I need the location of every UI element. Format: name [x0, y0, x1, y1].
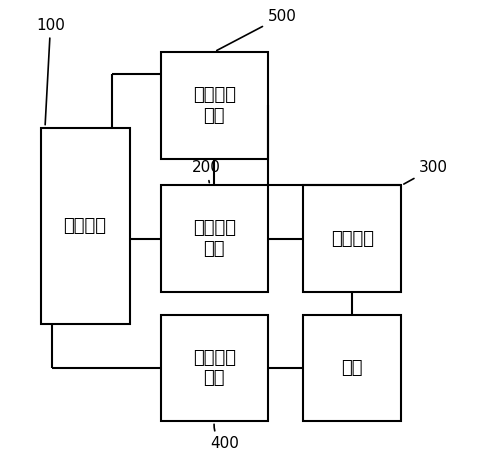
Text: 500: 500	[217, 9, 296, 51]
Text: 数模转换
模块: 数模转换 模块	[193, 219, 236, 258]
Text: 稳压模块: 稳压模块	[331, 230, 374, 248]
Text: 电压采样
模块: 电压采样 模块	[193, 86, 236, 125]
FancyBboxPatch shape	[303, 185, 402, 292]
FancyBboxPatch shape	[161, 185, 268, 292]
Text: 100: 100	[36, 18, 65, 125]
Text: 300: 300	[404, 160, 448, 184]
FancyBboxPatch shape	[161, 52, 268, 159]
Text: 转速检测
模块: 转速检测 模块	[193, 349, 236, 388]
FancyBboxPatch shape	[40, 127, 130, 324]
Text: 200: 200	[192, 160, 221, 182]
Text: 控制模块: 控制模块	[64, 217, 107, 234]
Text: 400: 400	[210, 424, 239, 451]
FancyBboxPatch shape	[161, 314, 268, 421]
Text: 电机: 电机	[342, 359, 363, 377]
FancyBboxPatch shape	[303, 314, 402, 421]
